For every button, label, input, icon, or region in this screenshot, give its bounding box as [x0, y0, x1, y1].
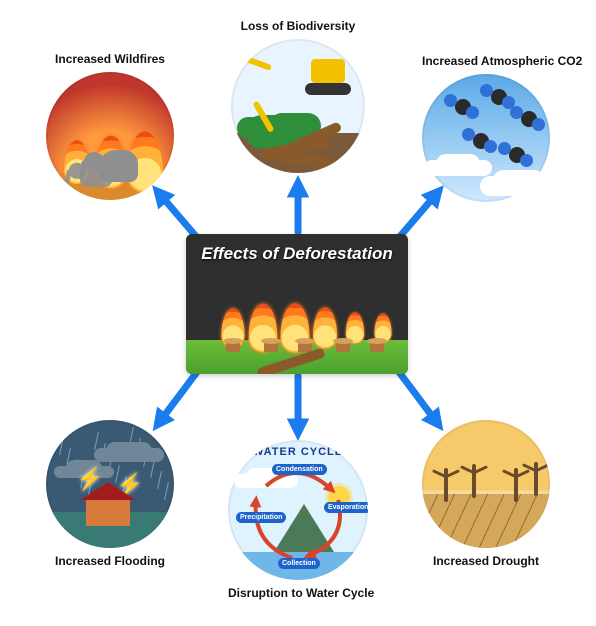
node-label-wildfires: Increased Wildfires	[46, 52, 174, 66]
node-label-watercycle: Disruption to Water Cycle	[228, 586, 368, 600]
node-watercycle: WATER CYCLECondensationEvaporationPrecip…	[228, 440, 368, 600]
node-bubble-wildfires	[46, 72, 174, 200]
node-bubble-flooding: ⚡⚡	[46, 420, 174, 548]
node-label-biodiversity: Loss of Biodiversity	[231, 19, 365, 33]
watercycle-chip-collection: Collection	[278, 558, 320, 569]
node-co2: Increased Atmospheric CO2	[422, 54, 550, 202]
node-flooding: ⚡⚡ Increased Flooding	[46, 420, 174, 568]
infographic-stage: Effects of Deforestation Increased Wildfi…	[0, 0, 596, 626]
node-label-drought: Increased Drought	[422, 554, 550, 568]
node-wildfires: Increased Wildfires	[46, 52, 174, 200]
watercycle-chip-condensation: Condensation	[272, 464, 327, 475]
watercycle-chip-precipitation: Precipitation	[236, 512, 286, 523]
node-biodiversity: Loss of Biodiversity	[231, 19, 365, 173]
node-bubble-watercycle: WATER CYCLECondensationEvaporationPrecip…	[228, 440, 368, 580]
node-bubble-co2	[422, 74, 550, 202]
watercycle-chip-evaporation: Evaporation	[324, 502, 368, 513]
node-drought: Increased Drought	[422, 420, 550, 568]
node-bubble-biodiversity	[231, 39, 365, 173]
node-label-co2: Increased Atmospheric CO2	[422, 54, 550, 68]
node-label-flooding: Increased Flooding	[46, 554, 174, 568]
center-panel: Effects of Deforestation	[186, 234, 408, 374]
center-title: Effects of Deforestation	[186, 244, 408, 264]
node-bubble-drought	[422, 420, 550, 548]
